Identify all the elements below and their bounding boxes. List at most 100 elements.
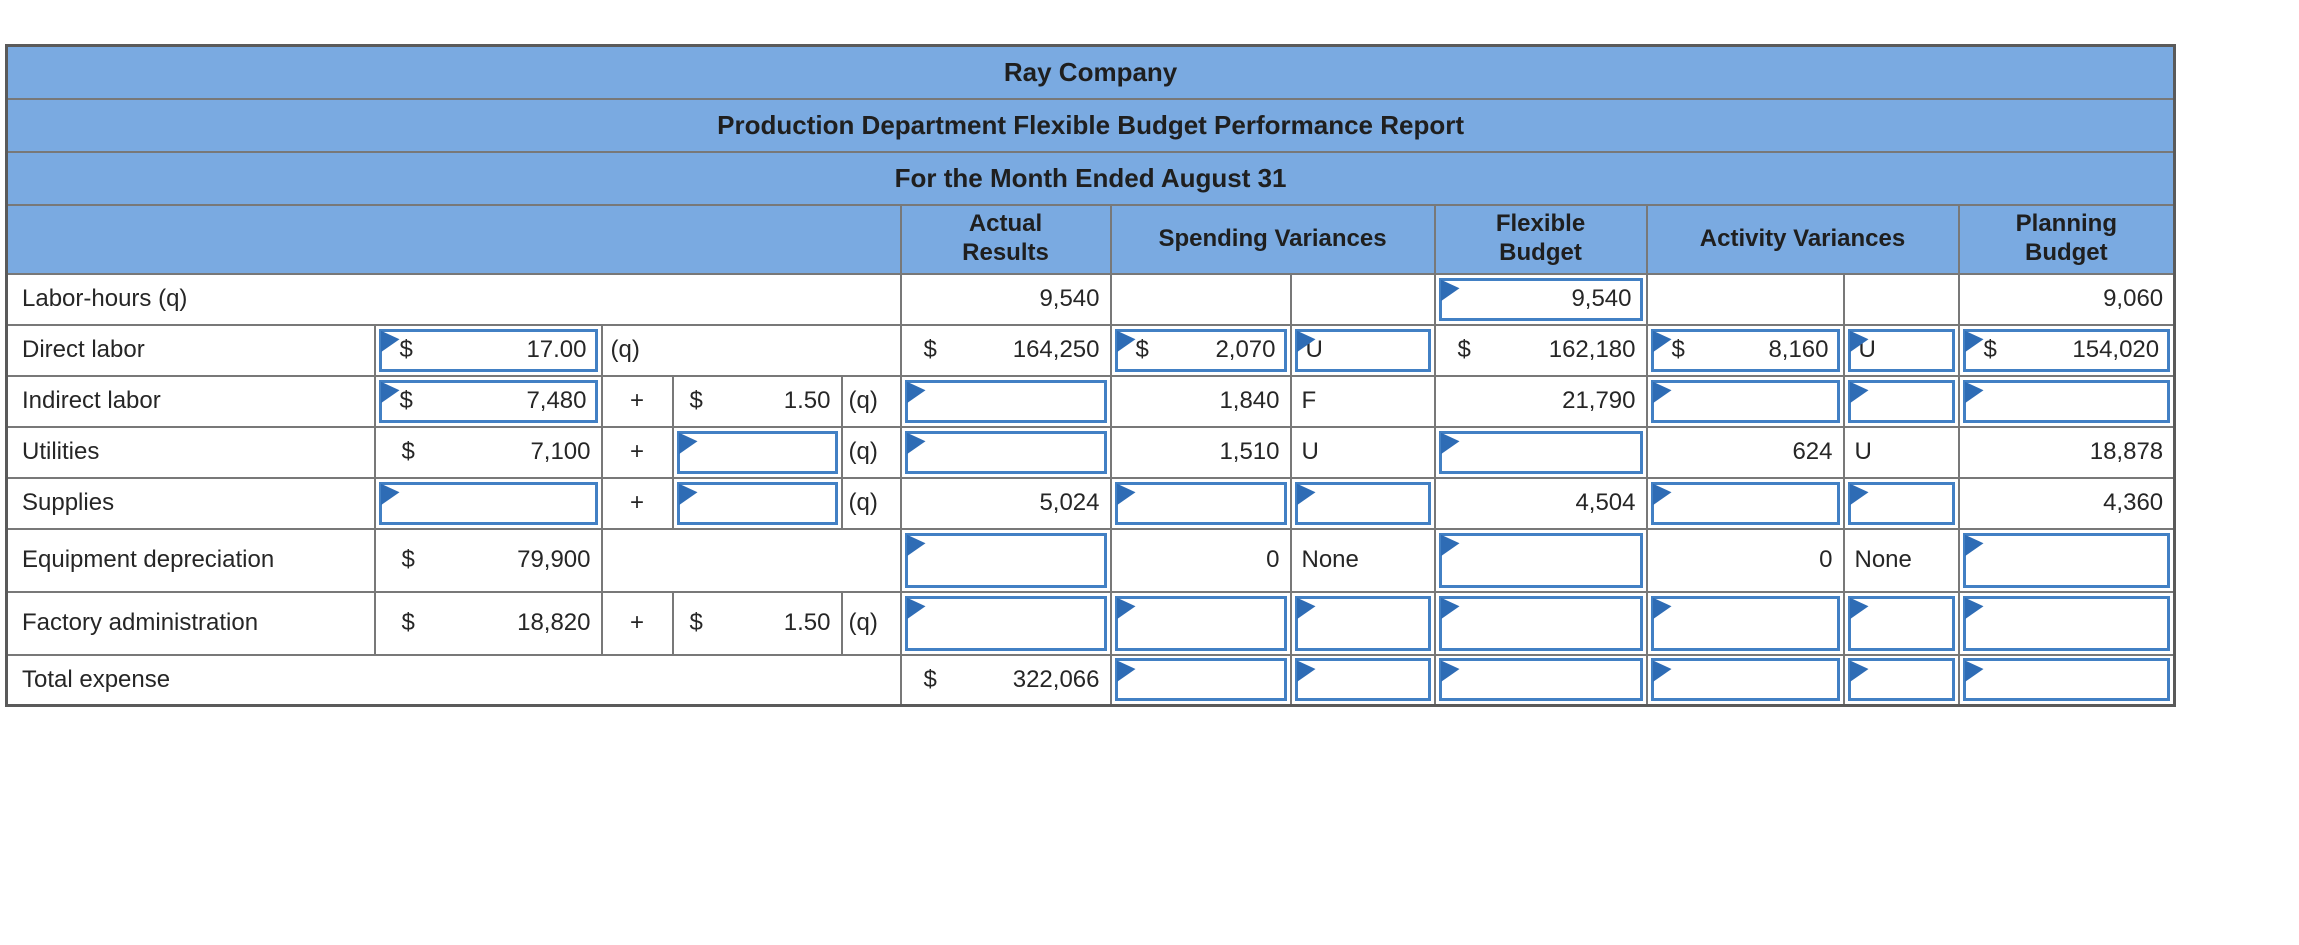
factory-spending-cell [1109, 590, 1292, 656]
direct-labor-activity-cell: $8,160 [1645, 323, 1845, 377]
utilities-flexible-cell [1433, 425, 1648, 479]
answer-flag-icon [1652, 660, 1672, 683]
indirect-labor-activity-input[interactable] [1650, 379, 1840, 423]
report-company-title: Ray Company [5, 44, 2176, 100]
answer-flag-icon [1849, 660, 1869, 683]
row-label: Equipment depreciation [5, 527, 376, 593]
utilities-actual-cell [899, 425, 1112, 479]
answer-flag-icon [1296, 660, 1316, 683]
supplies-rate-input[interactable] [676, 481, 838, 525]
header-actual-results: Actual Results [899, 203, 1112, 275]
supplies-spending-ind-input[interactable] [1294, 481, 1431, 525]
supplies-spending-input[interactable] [1114, 481, 1287, 525]
utilities-activity-ind: U [1842, 425, 1960, 479]
utilities-actual-input[interactable] [904, 430, 1107, 474]
indirect-labor-spending-ind: F [1289, 374, 1436, 428]
total-planning-cell [1957, 653, 2176, 707]
row-label: Labor-hours (q) [5, 272, 902, 326]
row-supplies: Supplies + (q) 5,024 4,504 4,360 [5, 476, 2176, 530]
supplies-activity-ind-input[interactable] [1847, 481, 1955, 525]
factory-planning-input[interactable] [1962, 595, 2171, 651]
answer-flag-icon [1440, 279, 1460, 302]
labor-hours-spending-blank [1109, 272, 1292, 326]
answer-flag-icon [1116, 483, 1136, 506]
factory-flexible-input[interactable] [1438, 595, 1643, 651]
indirect-labor-fixed-cell: $7,480 [373, 374, 603, 428]
equipment-actual-input[interactable] [904, 532, 1107, 588]
factory-activity-ind-input[interactable] [1847, 595, 1955, 651]
direct-labor-actual: $164,250 [899, 323, 1112, 377]
header-spending-variances: Spending Variances [1109, 203, 1436, 275]
indirect-labor-actual-input[interactable] [904, 379, 1107, 423]
header-blank-cell [5, 203, 902, 275]
supplies-activity-input[interactable] [1650, 481, 1840, 525]
total-activity-ind-input[interactable] [1847, 658, 1955, 702]
total-planning-input[interactable] [1962, 658, 2171, 702]
factory-spending-input[interactable] [1114, 595, 1287, 651]
utilities-flexible-input[interactable] [1438, 430, 1643, 474]
report-period: For the Month Ended August 31 [5, 150, 2176, 206]
answer-flag-icon [906, 432, 926, 455]
answer-flag-icon [380, 330, 400, 353]
direct-labor-rate-input[interactable]: $17.00 [378, 328, 598, 372]
direct-labor-spending-input[interactable]: $2,070 [1114, 328, 1287, 372]
utilities-rate-input[interactable] [676, 430, 838, 474]
equipment-formula-blank [600, 527, 902, 593]
equipment-flexible-input[interactable] [1438, 532, 1643, 588]
direct-labor-flexible: $162,180 [1433, 323, 1648, 377]
answer-flag-icon [1964, 330, 1984, 353]
direct-labor-planning-cell: $154,020 [1957, 323, 2176, 377]
labor-hours-planning: 9,060 [1957, 272, 2176, 326]
equipment-planning-input[interactable] [1962, 532, 2171, 588]
factory-flexible-cell [1433, 590, 1648, 656]
labor-hours-flexible-cell: 9,540 [1433, 272, 1648, 326]
utilities-spending-ind: U [1289, 425, 1436, 479]
total-activity-input[interactable] [1650, 658, 1840, 702]
factory-planning-cell [1957, 590, 2176, 656]
utilities-activity: 624 [1645, 425, 1845, 479]
factory-spending-ind-input[interactable] [1294, 595, 1431, 651]
labor-hours-actual: 9,540 [899, 272, 1112, 326]
row-factory-administration: Factory administration $18,820 + $1.50 (… [5, 590, 2176, 656]
answer-flag-icon [1116, 330, 1136, 353]
direct-labor-activity-input[interactable]: $8,160 [1650, 328, 1840, 372]
report-subtitle: Production Department Flexible Budget Pe… [5, 97, 2176, 153]
direct-labor-q-label: (q) [600, 323, 902, 377]
equipment-planning-cell [1957, 527, 2176, 593]
factory-activity-ind-cell [1842, 590, 1960, 656]
answer-flag-icon [1964, 660, 1984, 683]
factory-actual-input[interactable] [904, 595, 1107, 651]
supplies-fixed-cell [373, 476, 603, 530]
answer-flag-icon [1652, 483, 1672, 506]
answer-flag-icon [1440, 534, 1460, 557]
q-label: (q) [840, 425, 902, 479]
direct-labor-planning-input[interactable]: $154,020 [1962, 328, 2171, 372]
indirect-labor-planning-cell [1957, 374, 2176, 428]
equipment-spending-ind: None [1289, 527, 1436, 593]
factory-fixed: $18,820 [373, 590, 603, 656]
answer-flag-icon [1652, 330, 1672, 353]
row-label: Utilities [5, 425, 376, 479]
total-spending-ind-input[interactable] [1294, 658, 1431, 702]
indirect-labor-fixed-input[interactable]: $7,480 [378, 379, 598, 423]
header-activity-variances: Activity Variances [1645, 203, 1960, 275]
equipment-spending: 0 [1109, 527, 1292, 593]
direct-labor-activity-ind-input[interactable]: U [1847, 328, 1955, 372]
answer-flag-icon [1296, 597, 1316, 620]
total-flexible-input[interactable] [1438, 658, 1643, 702]
labor-hours-flexible-input[interactable]: 9,540 [1438, 277, 1643, 321]
indirect-labor-planning-input[interactable] [1962, 379, 2171, 423]
indirect-labor-activity-ind-cell [1842, 374, 1960, 428]
factory-activity-input[interactable] [1650, 595, 1840, 651]
direct-labor-spending-ind-input[interactable]: U [1294, 328, 1431, 372]
answer-flag-icon [1296, 483, 1316, 506]
supplies-spending-cell [1109, 476, 1292, 530]
total-spending-input[interactable] [1114, 658, 1287, 702]
indirect-labor-rate: $1.50 [671, 374, 843, 428]
supplies-fixed-input[interactable] [378, 481, 598, 525]
answer-flag-icon [906, 381, 926, 404]
utilities-planning: 18,878 [1957, 425, 2176, 479]
equipment-actual-cell [899, 527, 1112, 593]
indirect-labor-activity-ind-input[interactable] [1847, 379, 1955, 423]
answer-flag-icon [1440, 432, 1460, 455]
